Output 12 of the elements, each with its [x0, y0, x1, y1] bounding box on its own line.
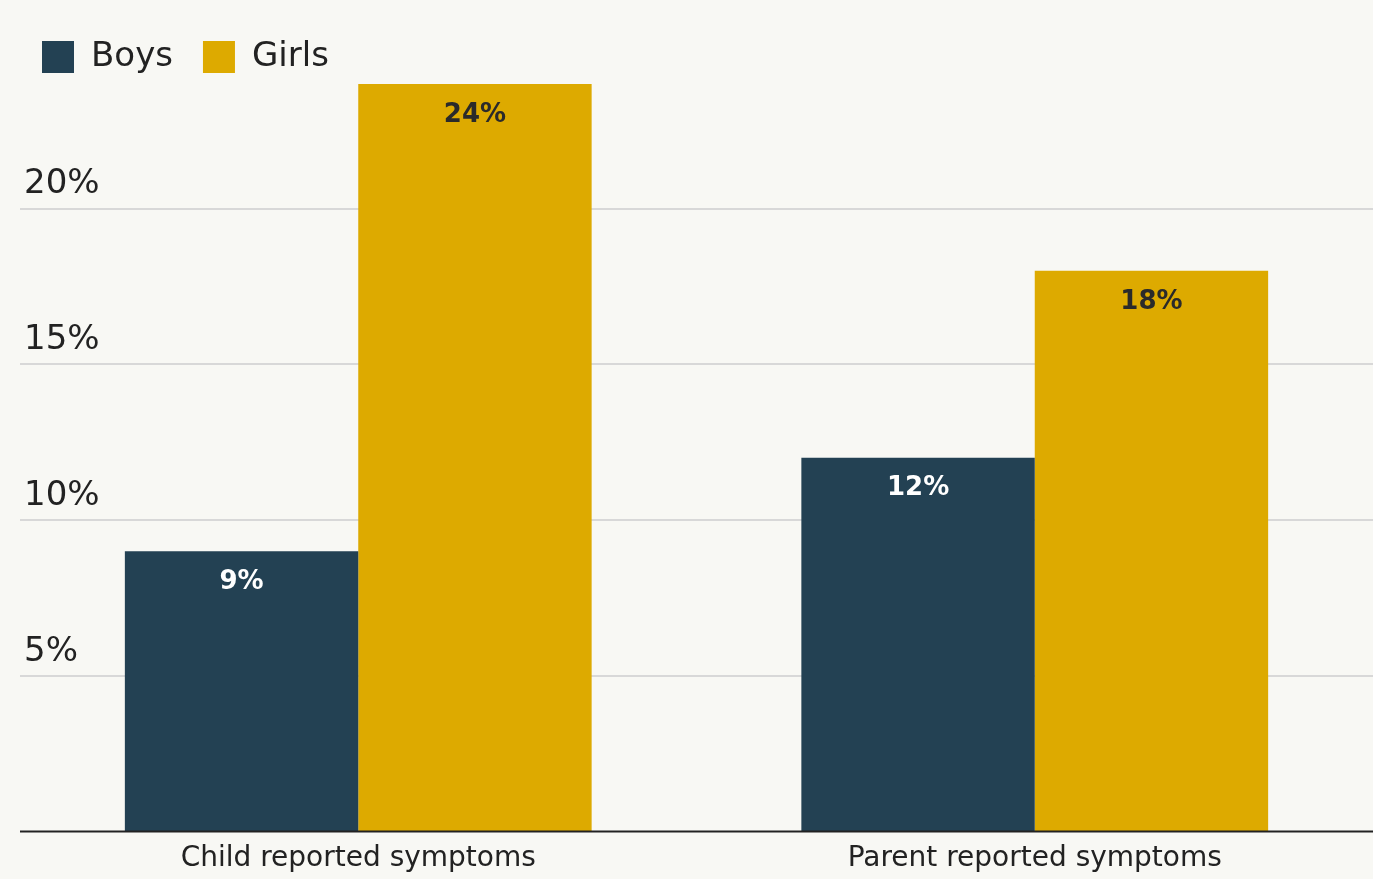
y-tick-label: 20%	[24, 161, 100, 202]
y-tick-label: 15%	[24, 317, 100, 358]
legend-label: Boys	[91, 33, 173, 74]
text: 9%	[219, 564, 264, 595]
x-tick-label: Child reported symptoms	[180, 840, 536, 874]
x-tick-label: Parent reported symptoms	[847, 840, 1222, 874]
y-tick-label: 10%	[24, 472, 100, 513]
text: 12%	[886, 471, 950, 502]
text: 24%	[443, 97, 507, 128]
text: 18%	[1120, 284, 1183, 315]
legend-label: Girls	[251, 33, 329, 74]
y-tick-label: 5%	[24, 628, 78, 669]
